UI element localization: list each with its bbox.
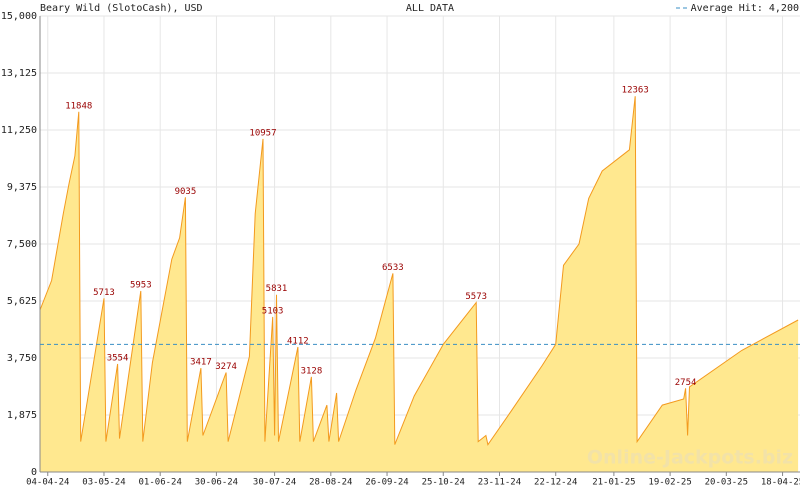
peak-label: 5953 bbox=[130, 281, 152, 291]
watermark: Online-Jackpots.biz bbox=[587, 447, 793, 469]
x-tick-label: 01-06-24 bbox=[139, 478, 182, 488]
area-line bbox=[39, 96, 799, 446]
peak-label: 5713 bbox=[93, 288, 115, 298]
x-tick-label: 26-09-24 bbox=[365, 478, 408, 488]
x-tick-label: 20-03-25 bbox=[705, 478, 748, 488]
peak-label: 10957 bbox=[249, 128, 276, 138]
x-tick-label: 28-08-24 bbox=[309, 478, 352, 488]
peak-label: 2754 bbox=[675, 378, 697, 388]
y-tick-label: 0 bbox=[31, 467, 37, 478]
y-tick-label: 5,625 bbox=[7, 296, 37, 307]
peak-label: 3554 bbox=[107, 353, 129, 363]
peak-label: 5573 bbox=[465, 292, 487, 302]
peak-label: 5831 bbox=[266, 284, 288, 294]
peak-label: 9035 bbox=[175, 187, 197, 197]
x-tick-label: 30-07-24 bbox=[253, 478, 296, 488]
chart-subtitle: ALL DATA bbox=[406, 3, 454, 14]
x-tick-label: 04-04-24 bbox=[26, 478, 69, 488]
x-tick-label: 19-02-25 bbox=[648, 478, 691, 488]
x-tick-label: 25-10-24 bbox=[422, 478, 465, 488]
x-tick-label: 03-05-24 bbox=[82, 478, 125, 488]
area-fill bbox=[40, 96, 799, 472]
y-tick-label: 9,375 bbox=[7, 182, 37, 193]
peak-label: 11848 bbox=[65, 101, 92, 111]
x-tick-label: 23-11-24 bbox=[478, 478, 521, 488]
y-tick-label: 15,000 bbox=[1, 11, 37, 22]
x-tick-label: 18-04-25 bbox=[761, 478, 800, 488]
peak-label: 5103 bbox=[262, 306, 284, 316]
x-tick-label: 22-12-24 bbox=[534, 478, 577, 488]
peak-label: 4112 bbox=[287, 336, 309, 346]
chart-title: Beary Wild (SlotoCash), USD bbox=[40, 3, 203, 14]
x-tick-label: 21-01-25 bbox=[592, 478, 635, 488]
y-tick-label: 7,500 bbox=[7, 239, 37, 250]
peak-label: 3274 bbox=[215, 362, 237, 372]
peak-label: 12363 bbox=[622, 86, 649, 96]
y-tick-label: 3,750 bbox=[7, 353, 37, 364]
y-tick-label: 11,250 bbox=[1, 125, 37, 136]
x-tick-label: 30-06-24 bbox=[195, 478, 238, 488]
peak-label: 3128 bbox=[301, 366, 323, 376]
peak-label: 3417 bbox=[190, 358, 212, 368]
legend-label: Average Hit: 4,200 bbox=[691, 3, 799, 14]
peak-label: 6533 bbox=[382, 263, 404, 273]
y-tick-label: 13,125 bbox=[1, 68, 37, 79]
y-tick-label: 1,875 bbox=[7, 410, 37, 421]
